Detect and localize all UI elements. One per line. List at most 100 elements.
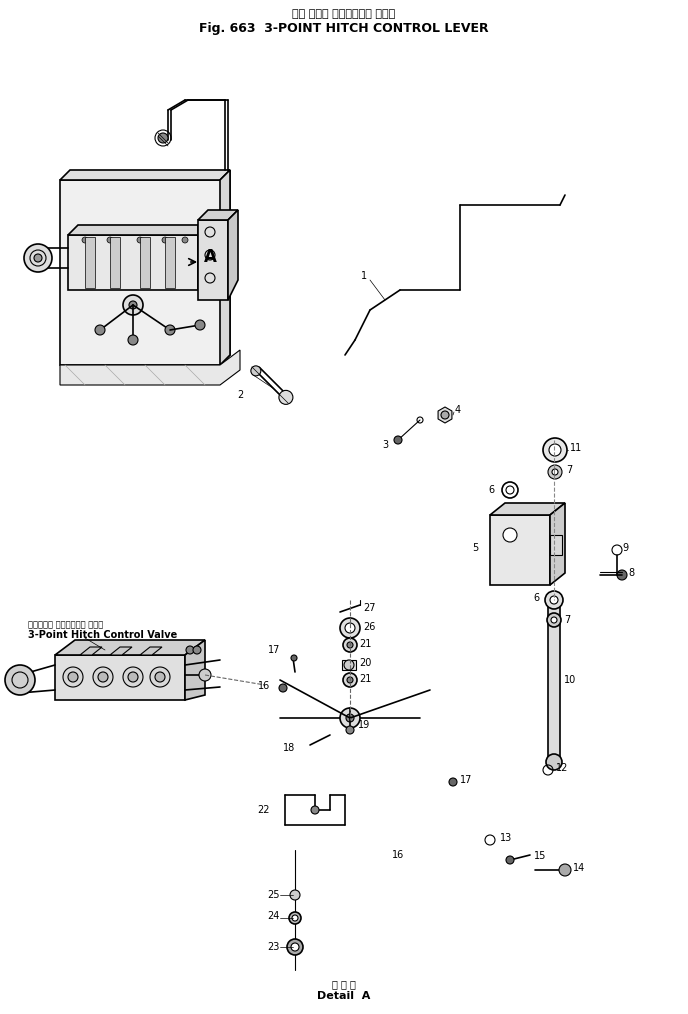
Circle shape — [343, 673, 357, 687]
Circle shape — [82, 237, 88, 243]
Text: 3: 3 — [382, 440, 388, 450]
Circle shape — [186, 646, 194, 654]
Circle shape — [107, 237, 113, 243]
Bar — [55, 655, 185, 700]
Circle shape — [158, 133, 168, 143]
Text: 22: 22 — [257, 805, 270, 815]
Bar — [68, 235, 198, 290]
Circle shape — [68, 672, 78, 682]
Polygon shape — [550, 503, 565, 585]
Polygon shape — [60, 170, 230, 180]
Text: 15: 15 — [534, 851, 546, 861]
Text: A: A — [204, 248, 217, 266]
Circle shape — [162, 237, 168, 243]
Circle shape — [551, 617, 557, 623]
Circle shape — [289, 912, 301, 924]
Circle shape — [290, 890, 300, 900]
Circle shape — [292, 915, 298, 921]
Circle shape — [199, 669, 211, 681]
Text: 7: 7 — [566, 465, 572, 475]
Bar — [550, 535, 562, 555]
Polygon shape — [490, 503, 565, 515]
Circle shape — [559, 864, 571, 876]
Circle shape — [193, 646, 201, 654]
Circle shape — [279, 684, 287, 692]
Circle shape — [346, 714, 354, 722]
Text: 24: 24 — [268, 911, 280, 921]
Polygon shape — [110, 647, 132, 655]
Bar — [140, 237, 150, 288]
Text: 18: 18 — [283, 743, 295, 753]
Text: 11: 11 — [570, 443, 582, 453]
Circle shape — [347, 642, 353, 648]
Circle shape — [503, 528, 517, 542]
Circle shape — [98, 672, 108, 682]
Circle shape — [340, 708, 360, 728]
Circle shape — [548, 465, 562, 479]
Text: 23: 23 — [268, 942, 280, 952]
Circle shape — [150, 667, 170, 687]
Circle shape — [545, 591, 563, 609]
Polygon shape — [220, 170, 230, 365]
Circle shape — [128, 672, 138, 682]
Circle shape — [340, 618, 360, 638]
Text: 16: 16 — [258, 681, 270, 691]
Circle shape — [182, 237, 188, 243]
Circle shape — [617, 570, 627, 580]
Circle shape — [279, 390, 293, 405]
Text: 2: 2 — [237, 390, 243, 400]
Text: 14: 14 — [573, 863, 585, 873]
Text: Detail  A: Detail A — [317, 991, 371, 1001]
Circle shape — [129, 301, 137, 309]
Bar — [165, 237, 175, 288]
Bar — [342, 660, 356, 670]
Circle shape — [546, 754, 562, 770]
Circle shape — [394, 436, 402, 444]
Text: 25: 25 — [268, 890, 280, 900]
Text: 21: 21 — [359, 639, 372, 649]
Circle shape — [155, 672, 165, 682]
Circle shape — [552, 469, 558, 475]
Circle shape — [345, 623, 355, 633]
Circle shape — [24, 244, 52, 272]
Circle shape — [291, 655, 297, 661]
Polygon shape — [185, 640, 205, 700]
Circle shape — [195, 320, 205, 330]
Circle shape — [543, 438, 567, 462]
Polygon shape — [198, 210, 238, 220]
Polygon shape — [60, 350, 240, 385]
Circle shape — [506, 856, 514, 864]
Circle shape — [449, 778, 457, 786]
Text: ３点 ヒッチ コントロール レバー: ３点 ヒッチ コントロール レバー — [292, 9, 396, 19]
Text: 8: 8 — [628, 568, 634, 578]
Circle shape — [95, 325, 105, 335]
Circle shape — [291, 943, 299, 951]
Circle shape — [123, 295, 143, 315]
Text: Ａ 部 詳: Ａ 部 詳 — [332, 979, 356, 989]
Circle shape — [347, 677, 353, 683]
Text: 10: 10 — [564, 675, 577, 685]
Circle shape — [251, 366, 261, 376]
Text: 17: 17 — [268, 645, 280, 655]
Text: 1: 1 — [361, 271, 367, 281]
Text: 26: 26 — [363, 622, 376, 632]
Text: 27: 27 — [363, 603, 376, 613]
Bar — [490, 515, 550, 585]
Text: 19: 19 — [358, 720, 370, 730]
Polygon shape — [60, 170, 230, 365]
Text: 13: 13 — [500, 832, 513, 843]
Text: 6: 6 — [534, 593, 540, 603]
Circle shape — [165, 325, 175, 335]
Text: 5: 5 — [472, 544, 478, 553]
Text: 7: 7 — [564, 615, 570, 625]
Circle shape — [137, 237, 143, 243]
Bar — [198, 220, 228, 300]
Circle shape — [93, 667, 113, 687]
Text: 4: 4 — [455, 405, 461, 415]
Text: 16: 16 — [392, 850, 405, 860]
Polygon shape — [140, 647, 162, 655]
Text: 3-Point Hitch Control Valve: 3-Point Hitch Control Valve — [28, 630, 178, 640]
Circle shape — [550, 596, 558, 604]
Polygon shape — [68, 225, 208, 235]
Circle shape — [344, 660, 354, 670]
